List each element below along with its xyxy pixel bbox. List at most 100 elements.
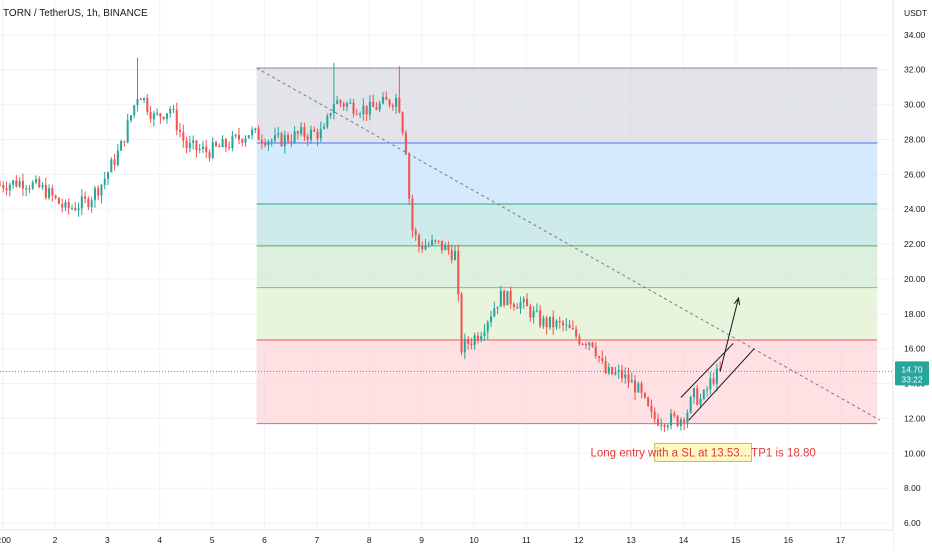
- candle-body: [666, 425, 669, 428]
- y-tick-label: 22.00: [904, 239, 926, 249]
- candle-body: [656, 419, 659, 426]
- channel-lower-line: [688, 348, 755, 421]
- candle-body: [568, 324, 571, 329]
- candle-body: [57, 197, 60, 204]
- chart-title: TORN / TetherUS, 1h, BINANCE: [3, 8, 148, 19]
- x-tick-label: 6: [262, 535, 267, 545]
- price-axis-bg: [893, 0, 932, 550]
- candle-body: [676, 415, 679, 427]
- candle-body: [342, 103, 345, 107]
- y-tick-label: 18.00: [904, 309, 926, 319]
- trend-line: [256, 67, 881, 421]
- candle-body: [287, 135, 290, 142]
- candle-body: [699, 398, 702, 405]
- candle-body: [93, 188, 96, 201]
- candle-body: [198, 149, 201, 151]
- candle-body: [218, 145, 221, 148]
- candle-body: [617, 370, 620, 373]
- candle-body: [404, 132, 407, 155]
- y-tick-label: 26.00: [904, 169, 926, 179]
- candle-body: [453, 251, 457, 260]
- candle-body: [601, 358, 604, 362]
- candle-body: [182, 132, 185, 141]
- candle-body: [31, 182, 34, 189]
- candle-body: [499, 290, 502, 307]
- candle-body: [715, 368, 718, 384]
- candle-body: [84, 196, 87, 199]
- candle-body: [25, 188, 28, 190]
- candle-body: [309, 129, 312, 140]
- candle-body: [381, 96, 385, 104]
- x-tick-label: 3: [105, 535, 110, 545]
- candle-body: [211, 142, 214, 158]
- candle-body: [139, 98, 142, 100]
- candle-body: [332, 103, 335, 113]
- candle-body: [640, 383, 643, 394]
- candle-body: [273, 135, 276, 141]
- candle-body: [283, 135, 286, 146]
- candle-body: [689, 397, 692, 413]
- candle-body: [539, 310, 542, 326]
- candle-body: [107, 172, 110, 179]
- y-tick-label: 32.00: [904, 65, 926, 75]
- candle-body: [679, 419, 682, 427]
- y-tick-label: 20.00: [904, 274, 926, 284]
- candle-body: [712, 378, 715, 384]
- candle-body: [87, 198, 90, 208]
- candle-body: [375, 107, 378, 110]
- current-price-badge: [895, 361, 929, 386]
- candle-body: [133, 105, 136, 116]
- candle-body: [398, 97, 401, 113]
- candle-body: [34, 178, 38, 183]
- candle-body: [532, 310, 535, 318]
- candle-body: [552, 316, 555, 328]
- candle-body: [555, 320, 558, 328]
- candle-body: [476, 335, 479, 341]
- candle-body: [630, 380, 633, 383]
- candle-body: [388, 99, 391, 106]
- candle-body: [702, 390, 705, 399]
- candle-body: [355, 113, 358, 115]
- x-tick-label: 9: [419, 535, 424, 545]
- candle-body: [598, 356, 601, 359]
- candle-body: [362, 105, 365, 115]
- candle-body: [427, 244, 430, 246]
- candle-body: [588, 342, 591, 346]
- candle-body: [670, 413, 673, 426]
- candle-body: [385, 96, 388, 100]
- candle-body: [460, 294, 463, 353]
- y-tick-label: 10.00: [904, 448, 926, 458]
- candle-body: [100, 184, 103, 196]
- candle-body: [522, 298, 525, 303]
- candle-body: [673, 413, 676, 416]
- candle-body: [450, 250, 453, 260]
- fib-zone: [256, 142, 878, 204]
- candle-body: [74, 207, 77, 211]
- candle-body: [509, 290, 512, 305]
- candle-body: [237, 134, 240, 140]
- candle-body: [264, 142, 267, 146]
- candle-body: [179, 130, 182, 133]
- x-tick-label: 5: [210, 535, 215, 545]
- fib-zone: [256, 245, 878, 288]
- candle-body: [113, 159, 116, 165]
- candle-body: [224, 139, 227, 148]
- candle-body: [8, 184, 11, 191]
- time-axis-bg: [0, 530, 893, 550]
- candle-body: [188, 142, 191, 148]
- candle-body: [169, 109, 172, 114]
- candle-body: [41, 184, 44, 188]
- fib-zone: [256, 67, 878, 143]
- candle-body: [28, 188, 31, 190]
- candle-body: [51, 188, 54, 196]
- candle-body: [329, 112, 332, 116]
- candle-body: [192, 140, 195, 143]
- candle-body: [316, 131, 319, 139]
- candle-body: [205, 146, 208, 153]
- candle-body: [12, 180, 15, 185]
- candle-body: [480, 335, 483, 341]
- candle-body: [683, 419, 686, 423]
- candle-body: [15, 180, 18, 187]
- candle-body: [526, 298, 529, 307]
